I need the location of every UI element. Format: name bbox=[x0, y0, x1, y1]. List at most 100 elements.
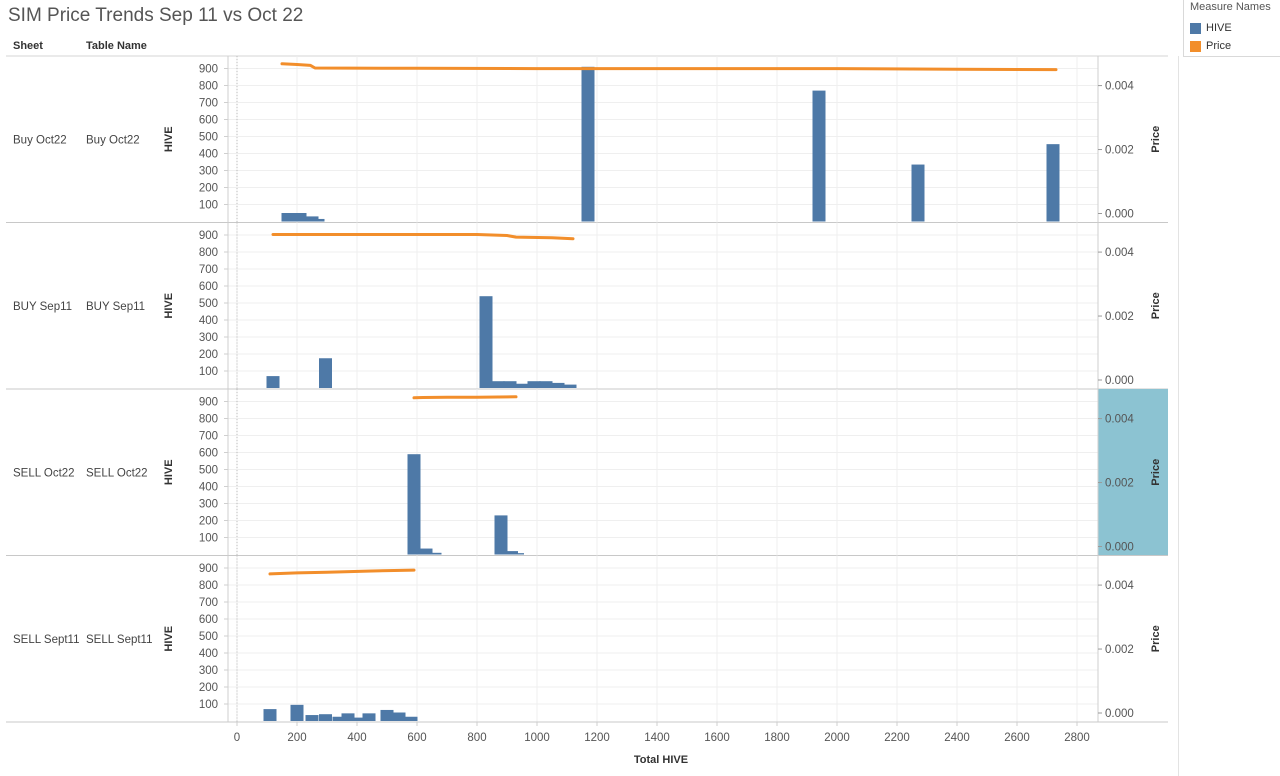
hive-bar bbox=[581, 66, 595, 222]
y-left-tick-label: 900 bbox=[199, 563, 218, 575]
y-left-axis-title: HIVE bbox=[163, 626, 175, 652]
hive-bar bbox=[311, 218, 325, 222]
y-left-axis-title: HIVE bbox=[163, 126, 175, 152]
legend-item-hive[interactable]: HIVE bbox=[1190, 22, 1232, 34]
x-tick-label: 2200 bbox=[884, 732, 910, 744]
legend-swatch-price bbox=[1190, 40, 1201, 52]
hive-bar bbox=[551, 382, 565, 388]
y-right-tick-label: 0.000 bbox=[1105, 209, 1134, 221]
y-right-tick-label: 0.002 bbox=[1105, 145, 1134, 157]
y-left-tick-label: 600 bbox=[199, 448, 218, 460]
y-left-tick-label: 500 bbox=[199, 631, 218, 643]
x-tick-label: 2400 bbox=[944, 732, 970, 744]
y-right-tick-label: 0.000 bbox=[1105, 375, 1134, 387]
y-right-axis-title: Price bbox=[1150, 625, 1162, 652]
price-line bbox=[280, 62, 1058, 72]
y-right-tick-label: 0.004 bbox=[1105, 414, 1134, 426]
y-left-tick-label: 400 bbox=[199, 648, 218, 660]
y-left-tick-label: 500 bbox=[199, 132, 218, 144]
y-left-tick-label: 400 bbox=[199, 482, 218, 494]
hive-bar bbox=[503, 381, 517, 388]
hive-bar bbox=[527, 381, 541, 388]
hive-bar bbox=[263, 709, 277, 721]
y-left-tick-label: 100 bbox=[199, 699, 218, 711]
table-name-label: BUY Sep11 bbox=[86, 301, 145, 313]
x-tick-label: 1600 bbox=[704, 732, 730, 744]
x-tick-label: 1800 bbox=[764, 732, 790, 744]
panel-1: 100 200 300 400 500 600 700 800 900 0.000 0.002 0.0… bbox=[6, 56, 1168, 223]
hive-bar bbox=[290, 704, 304, 721]
y-left-tick-label: 500 bbox=[199, 298, 218, 310]
hive-bar bbox=[812, 90, 826, 222]
hive-bar bbox=[380, 709, 394, 721]
x-tick-label: 0 bbox=[234, 732, 240, 744]
hive-bar bbox=[491, 381, 505, 388]
y-left-tick-label: 800 bbox=[199, 81, 218, 93]
sheet-label: SELL Sept11 bbox=[13, 634, 80, 646]
table-name-label: SELL Oct22 bbox=[86, 467, 148, 479]
legend-item-price[interactable]: Price bbox=[1190, 40, 1231, 52]
page-title: SIM Price Trends Sep 11 vs Oct 22 bbox=[8, 5, 304, 26]
y-left-tick-label: 100 bbox=[199, 366, 218, 378]
y-left-tick-label: 100 bbox=[199, 200, 218, 212]
y-left-tick-label: 300 bbox=[199, 166, 218, 178]
y-left-tick-label: 400 bbox=[199, 149, 218, 161]
y-right-tick-label: 0.004 bbox=[1105, 580, 1134, 592]
table-name-label: Buy Oct22 bbox=[86, 134, 140, 146]
y-right-axis-title: Price bbox=[1150, 292, 1162, 319]
sheet-label: SELL Oct22 bbox=[13, 467, 75, 479]
hive-bar bbox=[350, 717, 364, 721]
y-left-tick-label: 900 bbox=[199, 230, 218, 242]
x-tick-label: 2800 bbox=[1064, 732, 1090, 744]
y-left-tick-label: 700 bbox=[199, 264, 218, 276]
panel-4: 100 200 300 400 500 600 700 800 900 0.000 0.002 0.0… bbox=[6, 555, 1168, 723]
x-axis: 0 200 400 600 800 1000 1200 1400 1600 1800 2000 220… bbox=[234, 722, 1090, 766]
legend-label-price: Price bbox=[1206, 40, 1232, 52]
y-left-tick-label: 600 bbox=[199, 281, 218, 293]
y-left-tick-label: 700 bbox=[199, 431, 218, 443]
x-tick-label: 1000 bbox=[524, 732, 550, 744]
price-line bbox=[412, 395, 518, 400]
hive-bar bbox=[1046, 144, 1060, 222]
y-left-tick-label: 200 bbox=[199, 682, 218, 694]
x-tick-label: 2600 bbox=[1004, 732, 1030, 744]
y-left-axis-title: HIVE bbox=[163, 293, 175, 319]
x-tick-label: 1400 bbox=[644, 732, 670, 744]
price-line bbox=[268, 568, 416, 576]
hive-bar bbox=[407, 454, 421, 555]
hive-bar bbox=[404, 716, 418, 721]
hive-bar bbox=[563, 384, 577, 388]
y-right-tick-label: 0.004 bbox=[1105, 247, 1134, 259]
hive-bar bbox=[539, 381, 553, 388]
hive-bar bbox=[293, 213, 307, 222]
panel-3: 100 200 300 400 500 600 700 800 900 0.000 0.002 0.0… bbox=[6, 389, 1168, 556]
x-tick-label: 800 bbox=[467, 732, 486, 744]
hive-bar bbox=[392, 712, 406, 721]
y-left-tick-label: 200 bbox=[199, 183, 218, 195]
y-right-axis-title: Price bbox=[1150, 459, 1162, 486]
hive-bar bbox=[266, 376, 280, 388]
y-left-tick-label: 800 bbox=[199, 247, 218, 259]
y-left-tick-label: 300 bbox=[199, 665, 218, 677]
price-line bbox=[271, 233, 575, 241]
y-right-tick-label: 0.002 bbox=[1105, 311, 1134, 323]
y-left-tick-label: 600 bbox=[199, 115, 218, 127]
y-left-tick-label: 600 bbox=[199, 614, 218, 626]
sheet-column-header: Sheet bbox=[13, 40, 43, 52]
legend[interactable]: Measure Names HIVE Price bbox=[1183, 0, 1280, 57]
hive-bar bbox=[332, 716, 346, 721]
panel-2: 100 200 300 400 500 600 700 800 900 0.000 0.002 0.0… bbox=[6, 222, 1168, 390]
x-tick-label: 1200 bbox=[584, 732, 610, 744]
hive-bar bbox=[494, 515, 508, 555]
hive-bar bbox=[505, 551, 518, 555]
y-right-tick-label: 0.002 bbox=[1105, 644, 1134, 656]
hive-bar bbox=[511, 553, 524, 555]
y-left-tick-label: 900 bbox=[199, 64, 218, 76]
selected-axis-highlight bbox=[1098, 389, 1168, 556]
table-name-label: SELL Sept11 bbox=[86, 634, 153, 646]
hive-bar bbox=[419, 548, 433, 555]
y-left-tick-label: 100 bbox=[199, 533, 218, 545]
hive-bar bbox=[515, 383, 529, 388]
y-left-tick-label: 400 bbox=[199, 315, 218, 327]
